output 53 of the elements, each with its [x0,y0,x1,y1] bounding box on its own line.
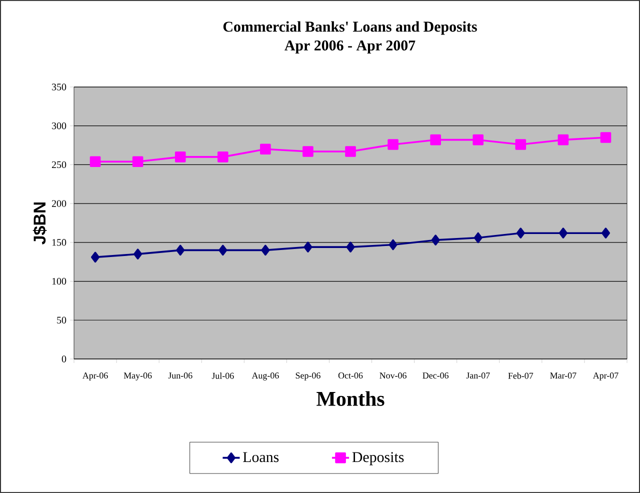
point [558,228,568,238]
point [558,134,569,146]
point [132,156,144,167]
point [90,156,101,167]
point [218,244,228,256]
legend-label: Deposits [352,452,404,466]
point [388,139,398,150]
point [601,228,610,238]
point [217,152,228,162]
x-tick-label: Jun-06 [168,372,192,379]
y-tick-label: 250 [52,161,66,168]
y-tick-label: 200 [52,200,66,207]
point [600,132,612,143]
x-axis-title: Months [316,391,384,406]
point [345,146,356,157]
x-tick-label: Jul-06 [212,372,234,379]
point [174,152,186,162]
point [431,234,440,246]
point [430,134,441,146]
point [260,144,271,155]
x-tick-label: Apr-06 [82,372,108,380]
x-tick-label: Sep-06 [296,372,320,380]
legend-label: Loans [243,452,279,462]
x-tick-label: Aug-06 [252,372,279,380]
x-tick-label: Mar-07 [550,372,576,379]
point [134,248,142,260]
x-tick-label: Oct-06 [338,372,363,379]
chart-subtitle: Apr 2006 - Apr 2007 [284,40,416,54]
point [474,232,482,244]
x-tick-label: Apr-07 [592,372,618,380]
chart-title: Commercial Banks' Loans and Deposits [223,21,477,35]
y-tick-label: 350 [52,84,66,90]
point [516,228,525,238]
y-tick-label: 300 [52,122,66,130]
point [302,146,314,157]
y-tick-label: 50 [57,316,66,324]
y-tick-label: 100 [52,278,66,285]
point [388,239,398,250]
x-tick-label: Nov-06 [380,372,406,379]
point [346,242,355,252]
point [261,244,270,256]
point [472,134,484,146]
point [176,244,185,256]
point [515,139,526,150]
x-tick-label: Feb-07 [508,372,534,379]
y-tick-label: 150 [52,239,66,246]
y-tick-label: 0 [62,356,66,362]
x-tick-label: Jan-07 [466,372,490,379]
point [304,242,312,252]
point [91,252,100,263]
x-tick-label: May-06 [124,372,152,380]
y-axis-title: J$BN [32,202,47,244]
x-tick-label: Dec-06 [422,372,449,379]
